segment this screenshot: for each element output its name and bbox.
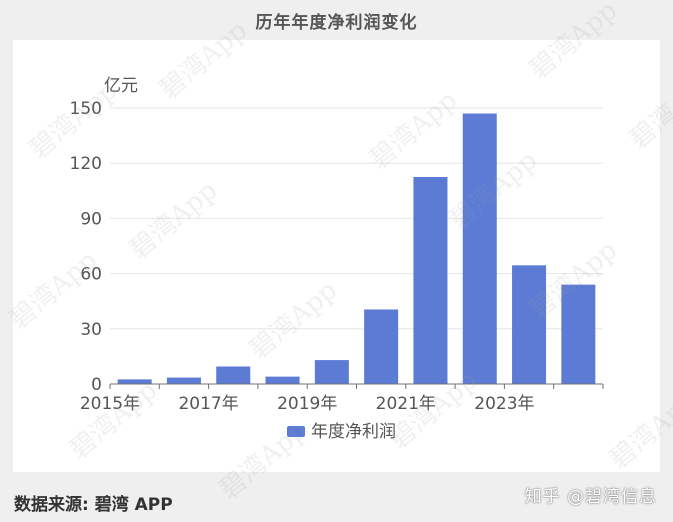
bar[interactable] (117, 379, 152, 384)
author-credit: 知乎 @碧湾信息 (524, 487, 657, 507)
bar[interactable] (561, 284, 596, 384)
x-tick-label: 2019年 (277, 394, 337, 414)
bar[interactable] (364, 309, 399, 384)
y-axis-unit-label: 亿元 (104, 76, 138, 96)
bar-chart: 亿元 0 30 60 90 120 150 2015年 2017年 2019年 2021年 2023年… (70, 76, 604, 442)
x-tick-label: 2015年 (80, 394, 140, 414)
tick-labels: 亿元 0 30 60 90 120 150 2015年 2017年 2019年 2021年 2023年 (70, 76, 535, 414)
y-tick-label: 60 (80, 265, 102, 285)
axes (109, 383, 604, 389)
x-tick-label: 2017年 (178, 394, 238, 414)
bar[interactable] (314, 360, 349, 384)
y-tick-label: 90 (80, 209, 102, 229)
bar[interactable] (216, 366, 251, 384)
y-tick-label: 120 (70, 154, 102, 174)
y-tick-label: 30 (80, 320, 102, 340)
page-title: 历年年度净利润变化 (255, 13, 418, 33)
legend: 年度净利润 (287, 422, 396, 442)
x-tick-label: 2023年 (474, 394, 534, 414)
x-tick-label: 2021年 (376, 394, 436, 414)
chart-panel: 亿元 0 30 60 90 120 150 2015年 2017年 2019年 2021年 2023年… (13, 40, 660, 472)
legend-swatch[interactable] (287, 426, 305, 437)
y-tick-label: 150 (70, 99, 102, 119)
bars (117, 113, 596, 385)
bar[interactable] (413, 177, 448, 384)
legend-label[interactable]: 年度净利润 (311, 422, 396, 442)
bar[interactable] (166, 377, 201, 384)
bar[interactable] (512, 265, 547, 384)
bar[interactable] (462, 113, 497, 385)
y-tick-label: 0 (91, 375, 102, 395)
data-source-label: 数据来源: 碧湾 APP (14, 495, 173, 515)
bar[interactable] (265, 376, 300, 384)
